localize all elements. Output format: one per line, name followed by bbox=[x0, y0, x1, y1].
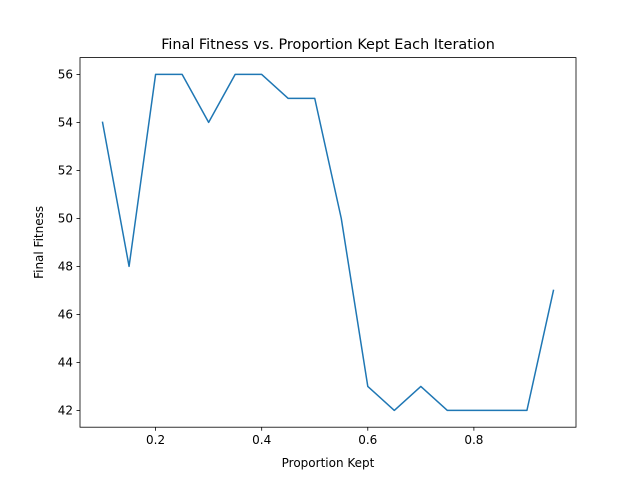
data-point bbox=[206, 120, 211, 125]
x-tick-label: 0.4 bbox=[252, 433, 271, 447]
y-tick-label: 50 bbox=[58, 212, 73, 226]
data-point bbox=[153, 72, 158, 77]
data-point bbox=[418, 384, 423, 389]
data-point bbox=[392, 408, 397, 413]
data-point bbox=[180, 72, 185, 77]
x-tick-label: 0.8 bbox=[464, 433, 483, 447]
series-line-0 bbox=[101, 73, 555, 412]
y-tick-label: 46 bbox=[58, 308, 73, 322]
data-point bbox=[498, 408, 503, 413]
chart-title: Final Fitness vs. Proportion Kept Each I… bbox=[161, 37, 495, 53]
data-point bbox=[100, 120, 105, 125]
y-tick-label: 56 bbox=[58, 68, 73, 82]
plot-frame bbox=[79, 57, 577, 428]
plot-area bbox=[80, 57, 576, 428]
x-axis-ticks: 0.2 0.4 0.6 0.8 bbox=[146, 427, 483, 447]
x-tick-label: 0.6 bbox=[358, 433, 377, 447]
data-point bbox=[445, 408, 450, 413]
data-point bbox=[471, 408, 476, 413]
data-point bbox=[312, 96, 317, 101]
data-point bbox=[233, 72, 238, 77]
series-layer bbox=[100, 72, 556, 413]
y-tick-label: 54 bbox=[58, 116, 73, 130]
data-point bbox=[524, 408, 529, 413]
data-point bbox=[259, 72, 264, 77]
y-axis-label: Final Fitness bbox=[32, 206, 46, 279]
data-point bbox=[551, 288, 556, 293]
data-point bbox=[127, 264, 132, 269]
y-tick-label: 42 bbox=[58, 404, 73, 418]
y-tick-label: 48 bbox=[58, 260, 73, 274]
y-tick-label: 44 bbox=[58, 356, 73, 370]
data-point bbox=[365, 384, 370, 389]
y-tick-label: 52 bbox=[58, 164, 73, 178]
x-axis-label: Proportion Kept bbox=[282, 456, 375, 470]
x-tick-label: 0.2 bbox=[146, 433, 165, 447]
y-axis-ticks: 42 44 46 48 50 52 54 56 bbox=[58, 68, 80, 418]
data-point bbox=[286, 96, 291, 101]
data-point bbox=[339, 216, 344, 221]
